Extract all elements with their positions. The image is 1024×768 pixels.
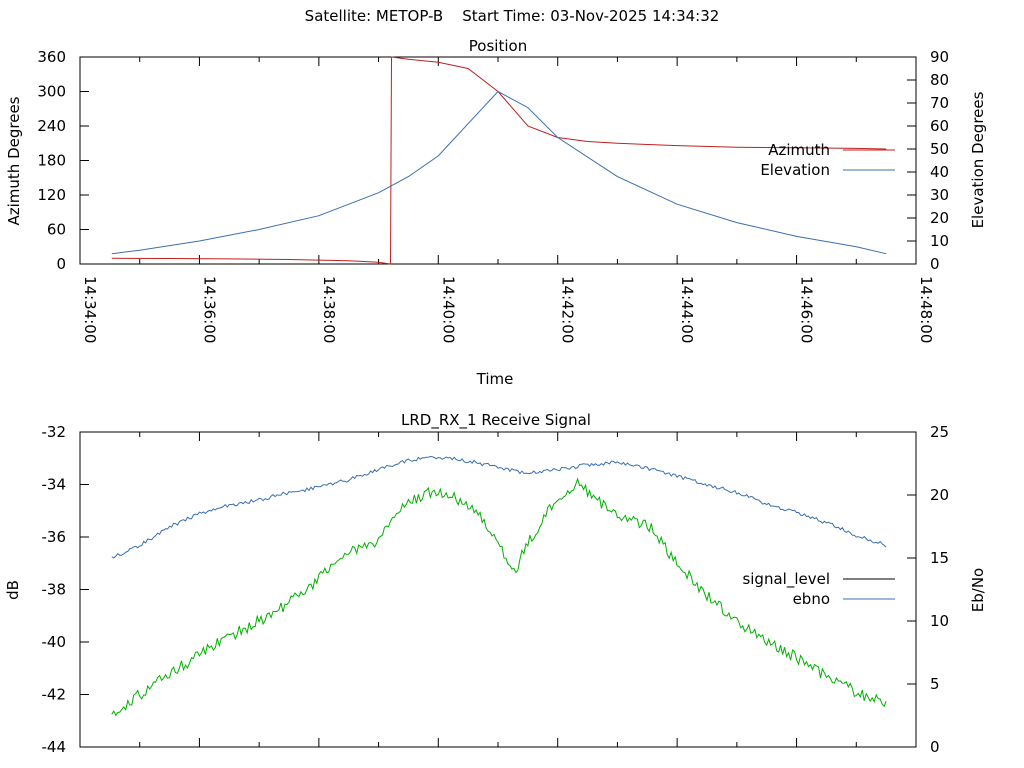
- receive-y-tick-label: -32: [42, 423, 67, 441]
- receive-y2-tick-label: 5: [930, 675, 940, 693]
- position-x-tick-label: 14:36:00: [200, 276, 218, 343]
- receive-y2-axis-label: Eb/No: [969, 568, 987, 612]
- receive-y2-tick-label: 25: [930, 423, 949, 441]
- position-y-axis-label: Azimuth Degrees: [5, 96, 23, 225]
- receive-signal-chart: LRD_RX_1 Receive Signal dB Eb/No -32-34-…: [4, 411, 987, 756]
- position-x-tick-label: 14:34:00: [81, 276, 99, 343]
- legend-label-ebno: ebno: [793, 590, 830, 608]
- position-y2-tick-label: 50: [930, 140, 949, 158]
- receive-y2-tick-label: 10: [930, 612, 949, 630]
- position-y-tick-label: 240: [37, 117, 66, 135]
- receive-y-tick-label: -38: [42, 581, 67, 599]
- position-series-line-elevation: [111, 90, 887, 255]
- receive-series-line-signal-trace: [111, 477, 887, 717]
- position-x-tick-label: 14:42:00: [559, 276, 577, 343]
- position-legend: Azimuth Elevation: [760, 141, 895, 179]
- position-y2-tick-label: 60: [930, 117, 949, 135]
- position-series: [111, 56, 887, 265]
- position-x-tick-label: 14:46:00: [798, 276, 816, 343]
- position-y-tick-label: 300: [37, 83, 66, 101]
- position-y-tick-label: 0: [56, 255, 66, 273]
- position-y-tick-label: 360: [37, 48, 66, 66]
- receive-y-axis-label: dB: [4, 580, 22, 600]
- position-ticks: 0 60 120 180 240 300 360 0 10 20 30 40 50 60 70 80 90 14:…: [37, 48, 949, 343]
- position-y2-tick-label: 90: [930, 48, 949, 66]
- position-y-tick-label: 180: [37, 152, 66, 170]
- receive-series: [111, 455, 887, 717]
- position-y2-tick-label: 20: [930, 209, 949, 227]
- chart-header-title: Satellite: METOP-B Start Time: 03-Nov-20…: [304, 7, 720, 25]
- position-y-tick-label: 60: [47, 221, 66, 239]
- position-x-tick-label: 14:40:00: [439, 276, 457, 343]
- receive-y2-tick-label: 20: [930, 486, 949, 504]
- position-y2-tick-label: 40: [930, 163, 949, 181]
- receive-y2-tick-label: 0: [930, 738, 940, 756]
- position-y2-tick-label: 80: [930, 71, 949, 89]
- position-y2-tick-label: 0: [930, 255, 940, 273]
- receive-series-line-ebno: [111, 455, 887, 559]
- position-x-tick-label: 14:38:00: [320, 276, 338, 343]
- receive-title: LRD_RX_1 Receive Signal: [401, 411, 591, 430]
- legend-label-azimuth: Azimuth: [768, 141, 830, 159]
- position-y2-tick-label: 70: [930, 94, 949, 112]
- position-y2-axis-label: Elevation Degrees: [969, 91, 987, 228]
- position-y2-tick-label: 30: [930, 186, 949, 204]
- position-chart: Position Time Azimuth Degrees Elevation …: [5, 37, 987, 388]
- position-x-tick-label: 14:44:00: [678, 276, 696, 343]
- position-series-line-azimuth: [111, 56, 887, 265]
- receive-y-tick-label: -44: [42, 738, 67, 756]
- legend-label-signal-level: signal_level: [742, 570, 830, 589]
- receive-ticks: -32 -34 -36 -38 -40 -42 -44 0 5 10 15 20 25: [42, 423, 950, 756]
- position-x-tick-label: 14:48:00: [917, 276, 935, 343]
- receive-y-tick-label: -34: [42, 476, 67, 494]
- position-y2-tick-label: 10: [930, 232, 949, 250]
- position-y-tick-label: 120: [37, 186, 66, 204]
- receive-y-tick-label: -40: [42, 633, 67, 651]
- receive-plot-frame: [79, 431, 917, 748]
- receive-y-tick-label: -36: [42, 528, 67, 546]
- legend-label-elevation: Elevation: [760, 161, 830, 179]
- receive-y-tick-label: -42: [42, 686, 67, 704]
- position-x-axis-label: Time: [476, 370, 514, 388]
- receive-y2-tick-label: 15: [930, 549, 949, 567]
- position-title: Position: [469, 37, 527, 55]
